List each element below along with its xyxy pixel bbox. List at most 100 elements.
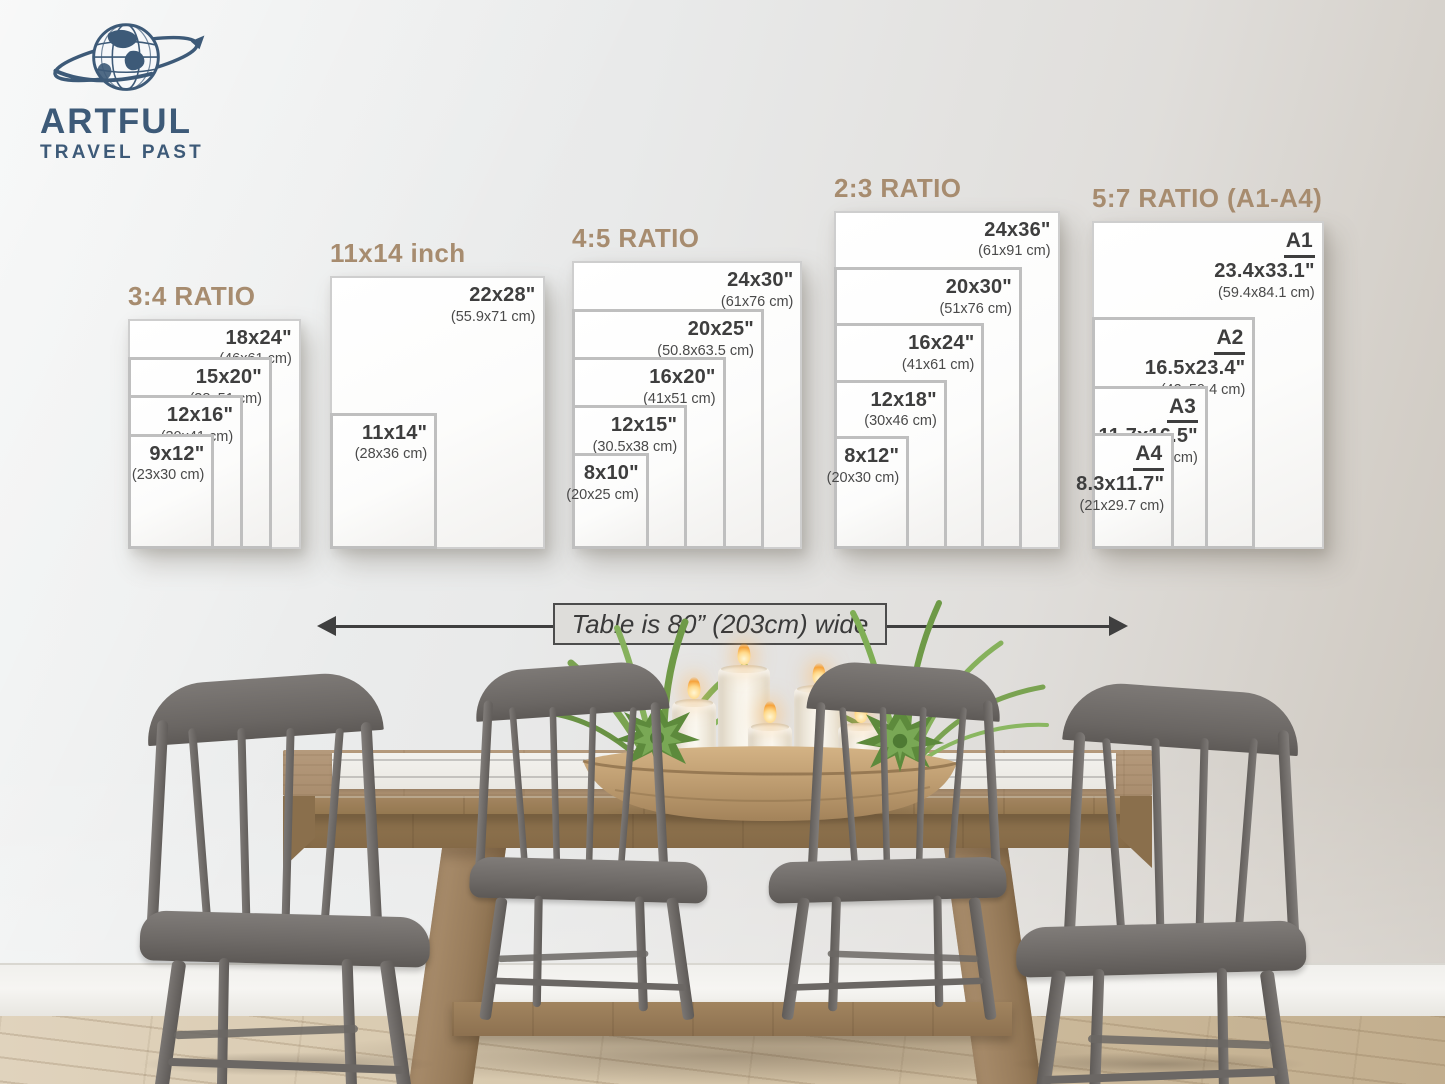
paper-size-name: A1 [1283,229,1315,259]
chair-post [1277,729,1300,941]
brand-name: ARTFUL [40,102,192,141]
size-inches: 15x20" [195,365,262,388]
table-width-note: Table is 80” (203cm) wide [553,603,887,645]
chair-body [762,659,1008,1021]
size-panel: 11x14 inch 22x28" (55.9x71 cm) 11x14" (28x36… [330,238,545,549]
size-sheet: 8x12" (20x30 cm) [827,436,910,549]
chair-leg [1216,967,1230,1084]
chair-body [138,669,438,1084]
size-cm: (55.9x71 cm) [450,308,536,325]
size-inches: 12x16" [166,404,234,427]
size-panel: 5:7 RATIO (A1-A4) A1 23.4x33.1" (59.4x84.1 … [1076,183,1324,549]
candle-flame [687,677,701,699]
size-cm: (20x30 cm) [826,469,900,486]
chair-spindle [1151,737,1165,941]
sheet-size-label: A1 23.4x33.1" (59.4x84.1 cm) [1214,229,1315,301]
chair-spindle [947,706,967,873]
size-sheet: A4 8.3x11.7" (21x29.7 cm) [1076,433,1175,549]
sheet-size-label: 24x36" (61x91 cm) [978,219,1051,261]
size-cm: (28x36 cm) [354,446,428,463]
size-panel: 4:5 RATIO 24x30" (61x76 cm) 20x25" (50.8x63.… [566,223,803,549]
panel-title: 4:5 RATIO [572,223,700,253]
size-cm: (61x76 cm) [720,293,794,310]
paper-size-name: A3 [1166,395,1198,424]
sheet-size-label: 8x12" (20x30 cm) [827,445,900,487]
size-inches: 22x28" [469,284,536,306]
size-cm: (50.8x63.5 cm) [657,342,754,359]
sheet-size-label: 16x20" (41x51 cm) [643,366,716,408]
panel-title: 3:4 RATIO [128,280,256,311]
chair-stretcher [167,1057,405,1075]
sheet-size-label: 20x30" (51x76 cm) [939,276,1012,318]
chair-spindle [1195,737,1209,941]
sheet-size-label: 12x18" (30x46 cm) [864,389,937,431]
size-cm: (59.4x84.1 cm) [1217,284,1315,301]
chair-stretcher [1041,1067,1279,1084]
candle-flame [763,701,777,723]
chair-spindle [509,706,529,873]
chair-top-rail [1062,679,1302,757]
chair-post [650,701,669,873]
size-inches: 8x12" [844,445,900,468]
chair-spindle [617,706,637,873]
chair-stretcher [497,950,649,963]
chair-post [983,700,1002,873]
size-inches: 8x10" [583,462,639,484]
size-cm: (23x30 cm) [131,467,205,484]
chair-seat [1015,920,1307,978]
sheet-size-label: 9x12" (23x30 cm) [132,443,205,485]
chair-spindle [915,706,927,873]
size-panel: 2:3 RATIO 24x36" (61x91 cm) 20x30" (51x76 cm… [827,173,1060,549]
size-sheet: 9x12" (23x30 cm) [128,433,215,549]
size-cm: (41x61 cm) [901,356,975,373]
paper-size-name: A2 [1214,326,1246,356]
candle-flame [737,643,751,665]
chair-stretcher [827,950,979,963]
chair-top-rail [473,659,670,722]
chair-post [360,721,383,931]
chair-spindle [320,727,344,931]
chair-post [474,700,493,873]
wood-bowl [582,746,958,821]
sheet-size-label: 20x25" (50.8x63.5 cm) [657,318,754,360]
chair-spindle [1234,737,1258,941]
size-cm: (61x91 cm) [978,243,1051,260]
size-cm: (30.5x38 cm) [592,438,678,455]
sheet-size-label: A4 8.3x11.7" (21x29.7 cm) [1076,442,1165,514]
sheet-size-label: 22x28" (55.9x71 cm) [451,284,536,326]
size-inches: 16x24" [908,332,975,355]
size-cm: (41x51 cm) [643,390,716,407]
chair-seat [469,856,708,904]
size-inches: 9x12" [149,442,205,465]
size-cm: (30x46 cm) [864,413,937,430]
brand-logo: ARTFUL TRAVEL PAST [40,12,206,164]
chair [1008,679,1308,1084]
chair [762,659,1008,1021]
size-inches: 11x14" [362,421,428,444]
chair-leg [666,897,695,1021]
chair-stretcher [1087,1034,1273,1050]
chair-seat [139,910,431,968]
sheet-size-label: 12x15" (30.5x38 cm) [593,414,678,456]
sheet-size-label: 16x24" (41x61 cm) [902,332,975,374]
chair-body [1008,679,1308,1084]
brand-tagline: TRAVEL PAST [40,142,204,163]
chair-leg [781,897,810,1021]
chair-stretcher [789,977,984,991]
size-inches: 12x15" [610,414,678,436]
chair [138,669,438,1084]
size-inches: 20x25" [687,318,754,340]
size-sheet: 11x14" (28x36 cm) [330,412,438,549]
globe-orbit-icon [53,23,205,91]
chair-post [146,719,169,931]
chair-spindle [839,706,859,873]
sheet-size-label: 8x10" (20x25 cm) [566,462,639,504]
size-sheet: 8x10" (20x25 cm) [566,453,649,549]
size-inches: 12x18" [870,388,937,411]
chair-leg [1031,969,1067,1084]
arrow-right-head [1109,616,1128,636]
chair-stretcher [173,1024,359,1040]
size-cm: (51x76 cm) [939,300,1012,317]
